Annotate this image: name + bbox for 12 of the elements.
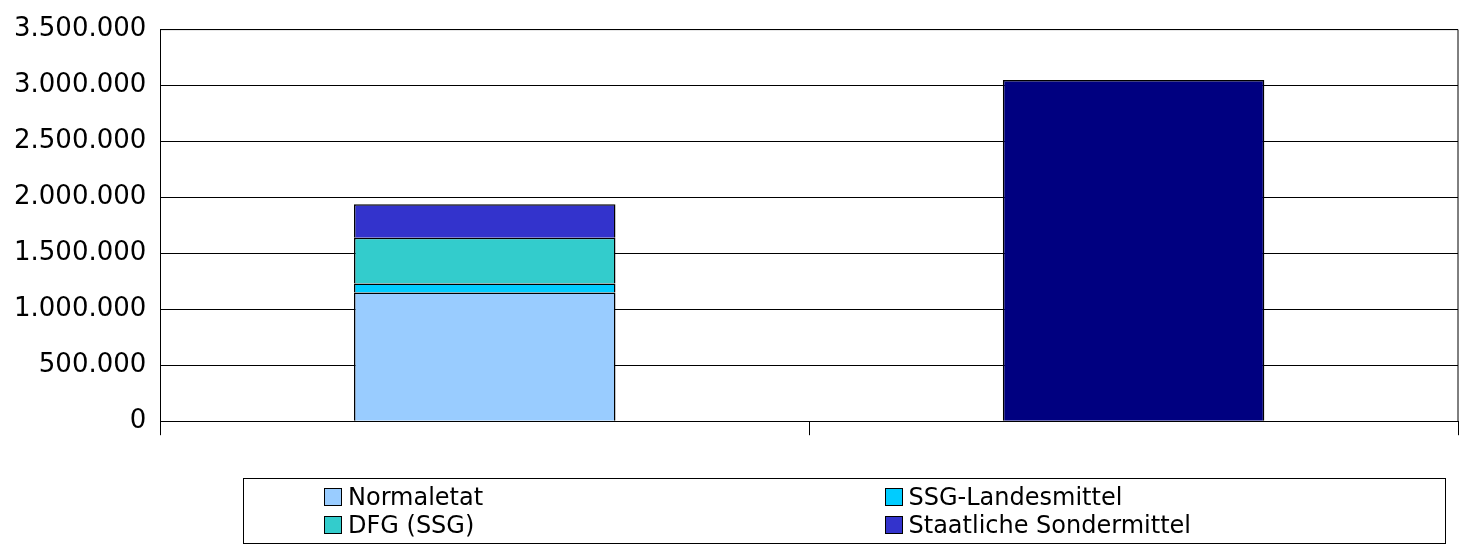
legend-label: Normaletat (348, 483, 484, 511)
y-tick-label: 0 (129, 403, 147, 434)
legend-label: Staatliche Sondermittel (908, 511, 1191, 539)
y-tick-label: 3.500.000 (14, 12, 147, 43)
y-tick-label: 2.500.000 (14, 124, 147, 155)
y-tick-label: 1.000.000 (14, 292, 147, 323)
y-tick-label: 500.000 (38, 348, 147, 379)
legend-label: SSG-Landesmittel (908, 483, 1123, 511)
y-tick-label: 1.500.000 (14, 236, 147, 267)
legend-label: DFG (SSG) (348, 511, 475, 539)
y-tick-label: 3.000.000 (14, 68, 147, 99)
y-tick-label: 2.000.000 (14, 180, 147, 211)
